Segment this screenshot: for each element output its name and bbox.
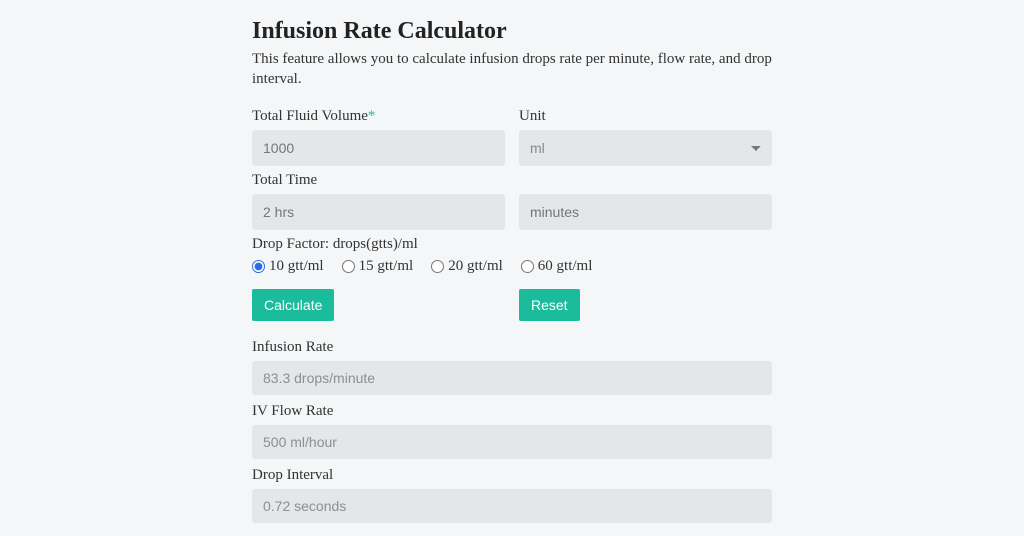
drop-option-10[interactable]: 10 gtt/ml: [252, 258, 324, 275]
infusion-rate-label: Infusion Rate: [252, 339, 772, 356]
time-hours-input[interactable]: [252, 194, 505, 230]
drop-radio-10[interactable]: [252, 260, 265, 273]
drop-factor-radio-group: 10 gtt/ml 15 gtt/ml 20 gtt/ml 60 gtt/ml: [252, 258, 772, 275]
required-star: *: [368, 108, 376, 124]
drop-radio-20[interactable]: [431, 260, 444, 273]
page-subtitle: This feature allows you to calculate inf…: [252, 49, 772, 90]
volume-label-text: Total Fluid Volume: [252, 108, 368, 124]
infusion-rate-output: 83.3 drops/minute: [252, 361, 772, 395]
drop-radio-15[interactable]: [342, 260, 355, 273]
unit-label: Unit: [519, 108, 772, 125]
flow-rate-output: 500 ml/hour: [252, 425, 772, 459]
time-label: Total Time: [252, 172, 772, 189]
drop-interval-output: 0.72 seconds: [252, 489, 772, 523]
page-title: Infusion Rate Calculator: [252, 18, 772, 45]
drop-label-10: 10 gtt/ml: [269, 258, 324, 275]
time-minutes-input[interactable]: [519, 194, 772, 230]
drop-option-60[interactable]: 60 gtt/ml: [521, 258, 593, 275]
flow-rate-label: IV Flow Rate: [252, 403, 772, 420]
drop-factor-label: Drop Factor: drops(gtts)/ml: [252, 236, 772, 253]
drop-label-60: 60 gtt/ml: [538, 258, 593, 275]
drop-interval-label: Drop Interval: [252, 467, 772, 484]
drop-label-20: 20 gtt/ml: [448, 258, 503, 275]
calculate-button[interactable]: Calculate: [252, 289, 334, 321]
volume-input[interactable]: [252, 130, 505, 166]
volume-label: Total Fluid Volume*: [252, 108, 505, 125]
unit-select[interactable]: ml: [519, 130, 772, 166]
drop-radio-60[interactable]: [521, 260, 534, 273]
drop-option-20[interactable]: 20 gtt/ml: [431, 258, 503, 275]
drop-label-15: 15 gtt/ml: [359, 258, 414, 275]
calculator-container: Infusion Rate Calculator This feature al…: [252, 0, 772, 523]
reset-button[interactable]: Reset: [519, 289, 580, 321]
drop-option-15[interactable]: 15 gtt/ml: [342, 258, 414, 275]
